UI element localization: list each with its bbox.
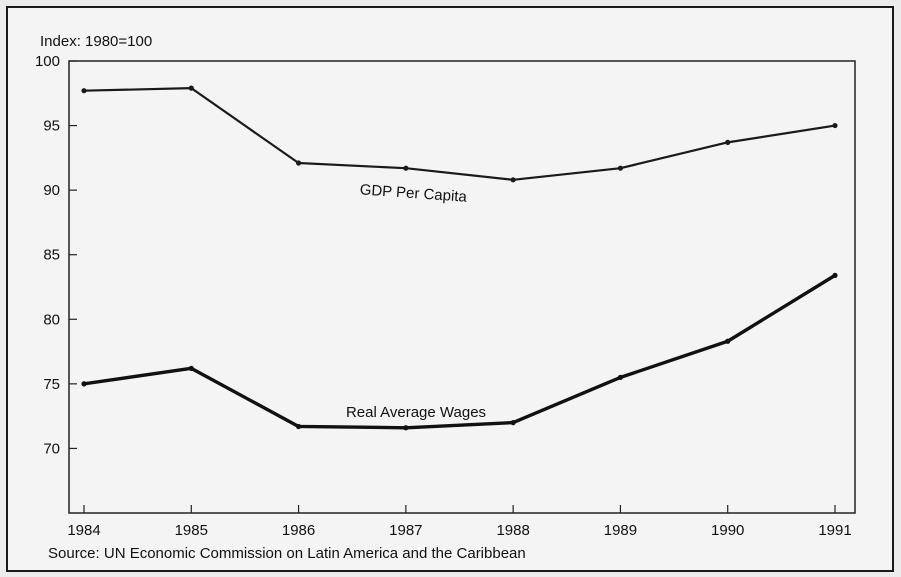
data-point (510, 420, 516, 426)
y-tick-label: 75 (43, 376, 60, 393)
x-axis: 1984 1985 1986 1987 1988 1989 1990 1991 (67, 505, 852, 539)
series-label: Real Average Wages (346, 404, 486, 421)
x-tick-label: 1989 (604, 522, 637, 539)
data-point (295, 423, 302, 430)
y-tick-label: 100 (35, 53, 60, 70)
data-point (617, 374, 624, 380)
x-tick-label: 1991 (818, 522, 851, 539)
data-point (188, 85, 194, 91)
y-tick-label: 70 (43, 440, 60, 457)
line-chart: Index: 1980=100 70 75 80 85 90 95 100 1984 1985… (35, 33, 856, 562)
x-tick-label: 1990 (711, 522, 744, 539)
data-point (403, 425, 409, 431)
source-note: Source: UN Economic Commission on Latin … (48, 545, 526, 562)
x-tick-label: 1985 (175, 522, 208, 539)
series-label: GDP Per Capita (359, 181, 468, 205)
y-tick-label: 95 (43, 118, 60, 135)
chart-frame: Index: 1980=100 70 75 80 85 90 95 100 1984 1985… (6, 6, 894, 572)
data-point (403, 165, 409, 171)
data-point (81, 381, 87, 387)
series-line-0 (83, 87, 836, 181)
y-axis: 70 75 80 85 90 95 100 (35, 53, 77, 457)
data-point (188, 365, 194, 371)
data-point (81, 88, 87, 94)
y-tick-label: 85 (43, 247, 60, 264)
data-point (295, 160, 302, 166)
x-tick-label: 1987 (389, 522, 422, 539)
data-point (510, 177, 516, 183)
series-layer: GDP Per Capita Real Average Wages (81, 85, 838, 431)
x-tick-label: 1984 (67, 522, 100, 539)
y-tick-label: 90 (43, 182, 60, 199)
data-point (725, 338, 731, 344)
data-point (832, 122, 838, 129)
x-tick-label: 1986 (282, 522, 315, 539)
series-line-1 (83, 273, 836, 430)
plot-area (68, 60, 856, 514)
data-point (617, 165, 624, 171)
x-tick-label: 1988 (496, 522, 529, 539)
data-point (832, 272, 838, 278)
y-tick-label: 80 (43, 311, 60, 328)
y-axis-title: Index: 1980=100 (40, 33, 152, 50)
data-point (725, 139, 731, 145)
